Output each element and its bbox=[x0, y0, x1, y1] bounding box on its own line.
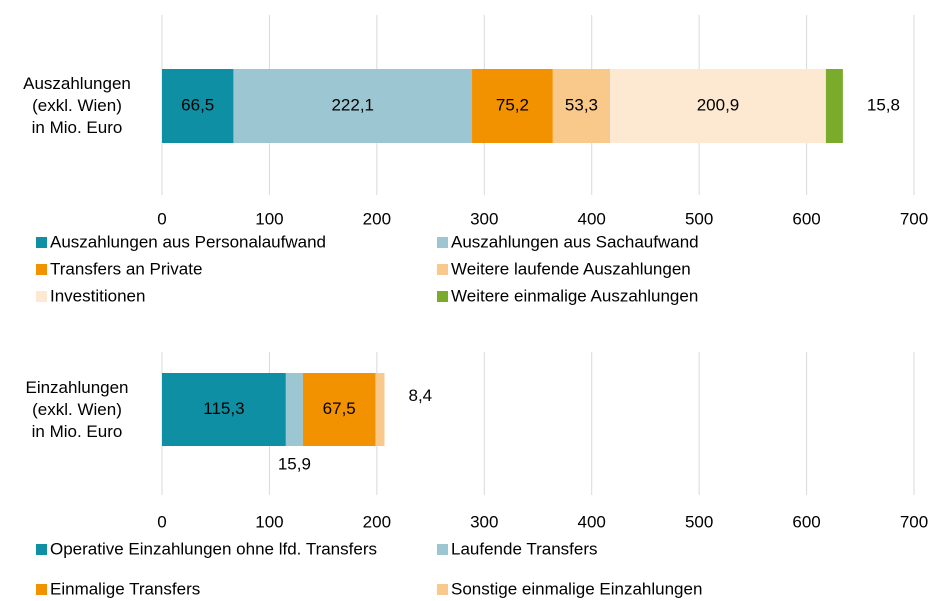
x-tick-label: 700 bbox=[900, 512, 928, 531]
legend-swatch bbox=[36, 237, 47, 248]
bar-segment bbox=[162, 69, 234, 143]
legend-swatch bbox=[36, 264, 47, 275]
value-label: 66,5 bbox=[181, 95, 214, 114]
bar-segment bbox=[610, 69, 826, 143]
legend-swatch bbox=[437, 291, 448, 302]
legend-label: Laufende Transfers bbox=[451, 539, 597, 558]
bar-segment bbox=[472, 69, 553, 143]
value-label: 15,9 bbox=[278, 454, 311, 473]
bar-segment bbox=[552, 69, 611, 143]
bar-segment bbox=[162, 373, 286, 446]
legend-swatch bbox=[437, 584, 448, 595]
legend-label: Sonstige einmalige Einzahlungen bbox=[451, 579, 702, 598]
x-tick-label: 600 bbox=[792, 209, 820, 228]
legend-swatch bbox=[36, 544, 47, 555]
legend-swatch bbox=[437, 237, 448, 248]
legend-label: Auszahlungen aus Sachaufwand bbox=[451, 232, 699, 251]
bar-segment bbox=[825, 69, 843, 143]
value-label: 67,5 bbox=[323, 399, 356, 418]
x-tick-label: 500 bbox=[685, 512, 713, 531]
value-label: 75,2 bbox=[496, 95, 529, 114]
legend-swatch bbox=[437, 264, 448, 275]
legend-label: Weitere einmalige Auszahlungen bbox=[451, 286, 698, 305]
bar-segment bbox=[233, 69, 473, 143]
value-label: 222,1 bbox=[331, 95, 374, 114]
legend-label: Investitionen bbox=[50, 286, 145, 305]
bar-segment bbox=[285, 373, 303, 446]
value-label: 115,3 bbox=[203, 399, 244, 418]
x-tick-label: 0 bbox=[157, 512, 166, 531]
x-tick-label: 200 bbox=[363, 209, 391, 228]
category-label: Einzahlungen (exkl. Wien) in Mio. Euro bbox=[25, 378, 129, 441]
legend-swatch bbox=[36, 291, 47, 302]
legend-swatch bbox=[36, 584, 47, 595]
legend-label: Auszahlungen aus Personalaufwand bbox=[50, 232, 326, 251]
x-tick-label: 400 bbox=[578, 512, 606, 531]
legend-label: Transfers an Private bbox=[50, 259, 202, 278]
x-tick-label: 100 bbox=[255, 209, 283, 228]
x-tick-label: 300 bbox=[470, 512, 498, 531]
value-label: 8,4 bbox=[408, 386, 432, 405]
x-tick-label: 100 bbox=[255, 512, 283, 531]
value-label: 15,8 bbox=[867, 95, 900, 114]
x-tick-label: 400 bbox=[578, 209, 606, 228]
x-tick-label: 500 bbox=[685, 209, 713, 228]
legend-label: Einmalige Transfers bbox=[50, 579, 200, 598]
legend-swatch bbox=[437, 544, 448, 555]
x-tick-label: 700 bbox=[900, 209, 928, 228]
value-label: 53,3 bbox=[565, 95, 598, 114]
legend-label: Operative Einzahlungen ohne lfd. Transfe… bbox=[50, 539, 377, 558]
x-tick-label: 200 bbox=[363, 512, 391, 531]
bar-segment bbox=[375, 373, 385, 446]
category-label: Auszahlungen (exkl. Wien) in Mio. Euro bbox=[23, 74, 131, 137]
value-label: 200,9 bbox=[697, 95, 740, 114]
x-tick-label: 600 bbox=[792, 512, 820, 531]
x-tick-label: 300 bbox=[470, 209, 498, 228]
legend-label: Weitere laufende Auszahlungen bbox=[451, 259, 691, 278]
x-tick-label: 0 bbox=[157, 209, 166, 228]
bar-segment bbox=[302, 373, 376, 446]
